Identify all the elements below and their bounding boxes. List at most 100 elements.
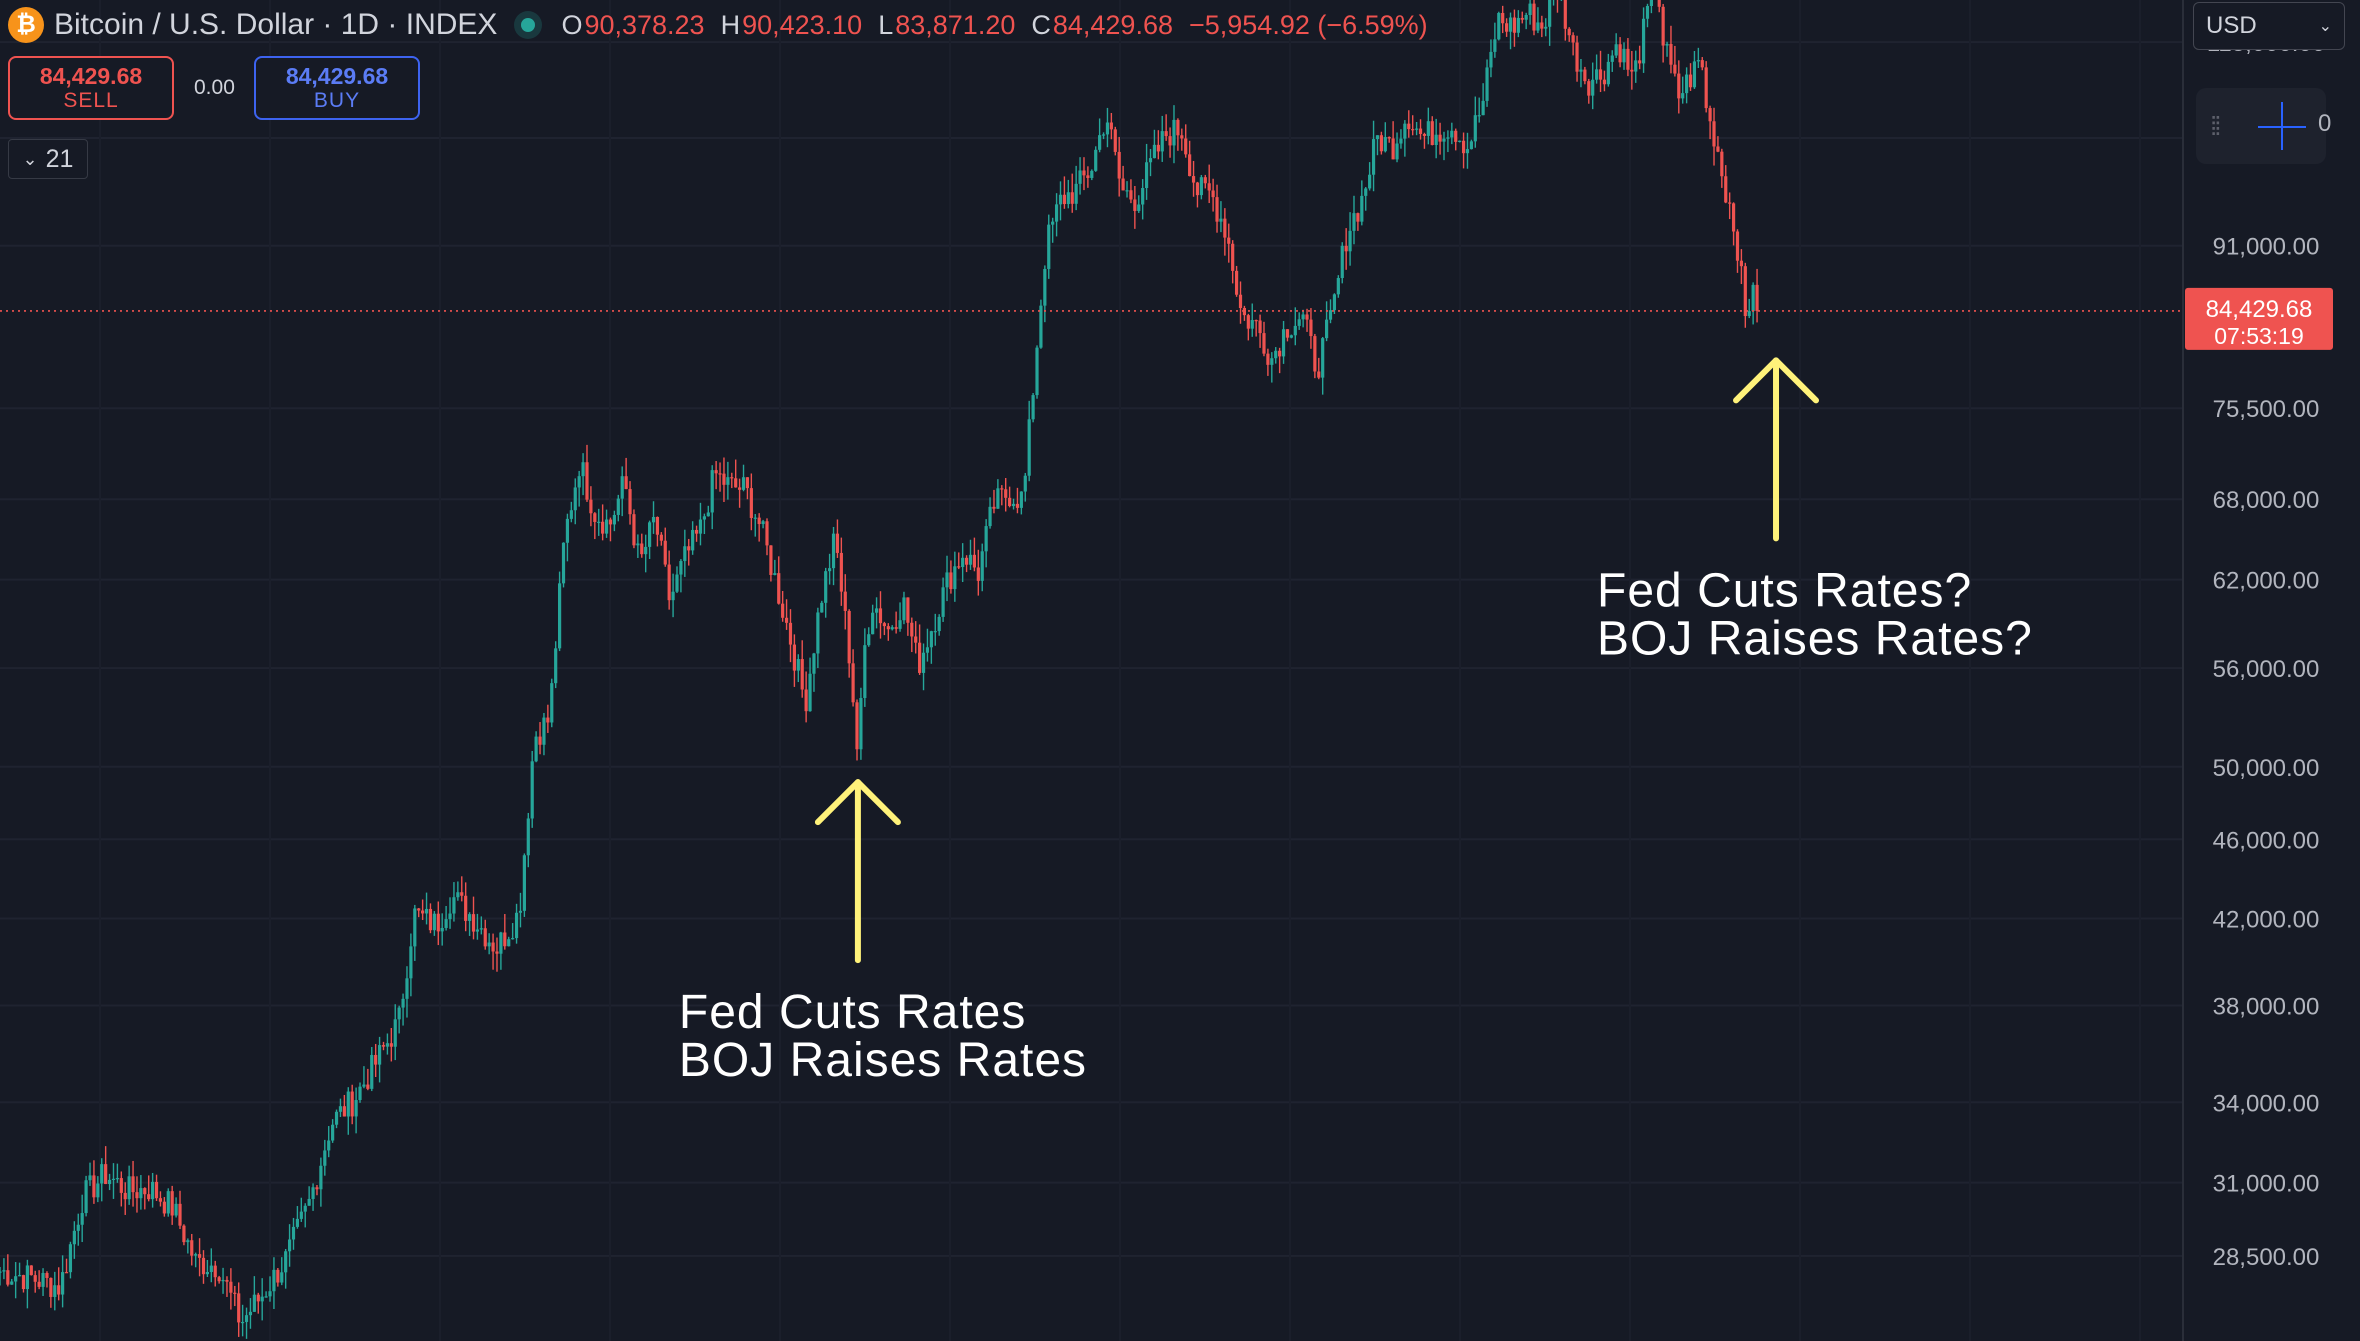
y-tick-label: 56,000.00 xyxy=(2213,656,2320,683)
candle xyxy=(197,1238,202,1277)
candle xyxy=(651,501,656,534)
candle xyxy=(953,551,957,602)
candle xyxy=(374,1043,378,1077)
candle xyxy=(61,1255,65,1308)
annotation-line-2: BOJ Raises Rates? xyxy=(1597,612,2033,665)
candle xyxy=(976,549,980,596)
currency-select[interactable]: USD ⌄ xyxy=(2193,2,2345,50)
candle xyxy=(362,1066,366,1089)
candle xyxy=(319,1157,323,1207)
candle xyxy=(1094,146,1098,172)
candle xyxy=(1121,165,1125,191)
drag-handle-icon[interactable]: ⁞⁞ xyxy=(2210,111,2222,141)
candle xyxy=(714,461,718,490)
candle xyxy=(1720,148,1724,188)
candle xyxy=(1281,320,1286,364)
candle xyxy=(644,534,648,573)
candle xyxy=(401,993,405,1026)
y-tick-label: 38,000.00 xyxy=(2213,994,2320,1021)
candle xyxy=(377,1036,382,1083)
candle xyxy=(1070,173,1074,213)
ohlc-close-label: C xyxy=(1031,9,1051,40)
candle xyxy=(499,931,503,970)
y-tick-label: 50,000.00 xyxy=(2213,755,2320,782)
candle xyxy=(1602,70,1607,92)
candle xyxy=(882,621,886,636)
ohlc-open-label: O xyxy=(561,9,583,40)
candle xyxy=(593,512,597,540)
chevron-down-icon: ⌄ xyxy=(22,148,38,169)
ohlc-low-label: L xyxy=(878,9,894,40)
candle xyxy=(14,1262,18,1299)
candle xyxy=(765,518,769,556)
axis-tools-panel[interactable]: ⁞⁞ xyxy=(2196,88,2326,164)
sell-button[interactable]: 84,429.68 SELL xyxy=(8,56,174,120)
candle xyxy=(41,1268,45,1297)
candle xyxy=(691,521,695,555)
candle xyxy=(139,1175,143,1210)
candle xyxy=(949,560,953,594)
candle xyxy=(2,1258,6,1280)
candle xyxy=(1156,130,1160,160)
currency-value: USD xyxy=(2206,12,2257,39)
indicators-toggle-button[interactable]: ⌄ 21 xyxy=(8,139,88,179)
candle xyxy=(933,613,937,646)
candle xyxy=(730,472,734,489)
candle xyxy=(170,1185,174,1225)
candle xyxy=(1254,319,1258,337)
buy-button[interactable]: 84,429.68 BUY xyxy=(254,56,420,120)
candle xyxy=(608,517,613,542)
candle xyxy=(1544,18,1548,37)
candle xyxy=(33,1270,37,1293)
candle xyxy=(921,643,926,691)
candle xyxy=(1086,166,1090,188)
candle xyxy=(1004,477,1008,512)
ohlc-low-value: 83,871.20 xyxy=(895,9,1016,40)
candle xyxy=(29,1265,33,1276)
candle xyxy=(847,609,851,678)
candle xyxy=(471,896,476,940)
candle xyxy=(1164,114,1168,141)
candle xyxy=(1735,229,1740,273)
candle xyxy=(467,912,472,936)
candle xyxy=(1501,5,1505,34)
candle xyxy=(1368,162,1372,191)
candle xyxy=(777,556,781,605)
candle xyxy=(1184,124,1188,158)
candle xyxy=(1387,136,1391,143)
candle xyxy=(1575,35,1579,82)
candle xyxy=(929,630,933,664)
candle xyxy=(1497,11,1501,41)
spread-value: 0.00 xyxy=(194,76,235,99)
candle xyxy=(358,1082,362,1103)
candle xyxy=(186,1238,190,1254)
candle xyxy=(561,542,566,588)
candle xyxy=(1176,118,1180,151)
candle xyxy=(1309,308,1313,349)
candle xyxy=(1657,0,1661,13)
candle xyxy=(702,513,706,535)
candle xyxy=(503,914,507,950)
candle xyxy=(1047,214,1051,279)
candle xyxy=(753,514,757,537)
candle xyxy=(530,750,534,828)
candle xyxy=(143,1187,147,1210)
candle xyxy=(291,1217,296,1250)
candle xyxy=(898,602,902,632)
candle xyxy=(871,604,875,635)
candle xyxy=(522,853,526,917)
candle xyxy=(1219,201,1223,233)
symbol-title[interactable]: Bitcoin / U.S. Dollar · 1D · INDEX xyxy=(54,8,498,41)
candle xyxy=(248,1298,253,1329)
candle xyxy=(1207,164,1211,204)
candle xyxy=(1751,282,1755,325)
candle xyxy=(460,876,464,902)
market-status-icon[interactable] xyxy=(521,18,536,32)
candle xyxy=(706,505,710,517)
candle xyxy=(859,687,863,760)
candle xyxy=(432,911,436,936)
ohlc-close-value: 84,429.68 xyxy=(1052,9,1173,40)
candle xyxy=(409,933,413,997)
